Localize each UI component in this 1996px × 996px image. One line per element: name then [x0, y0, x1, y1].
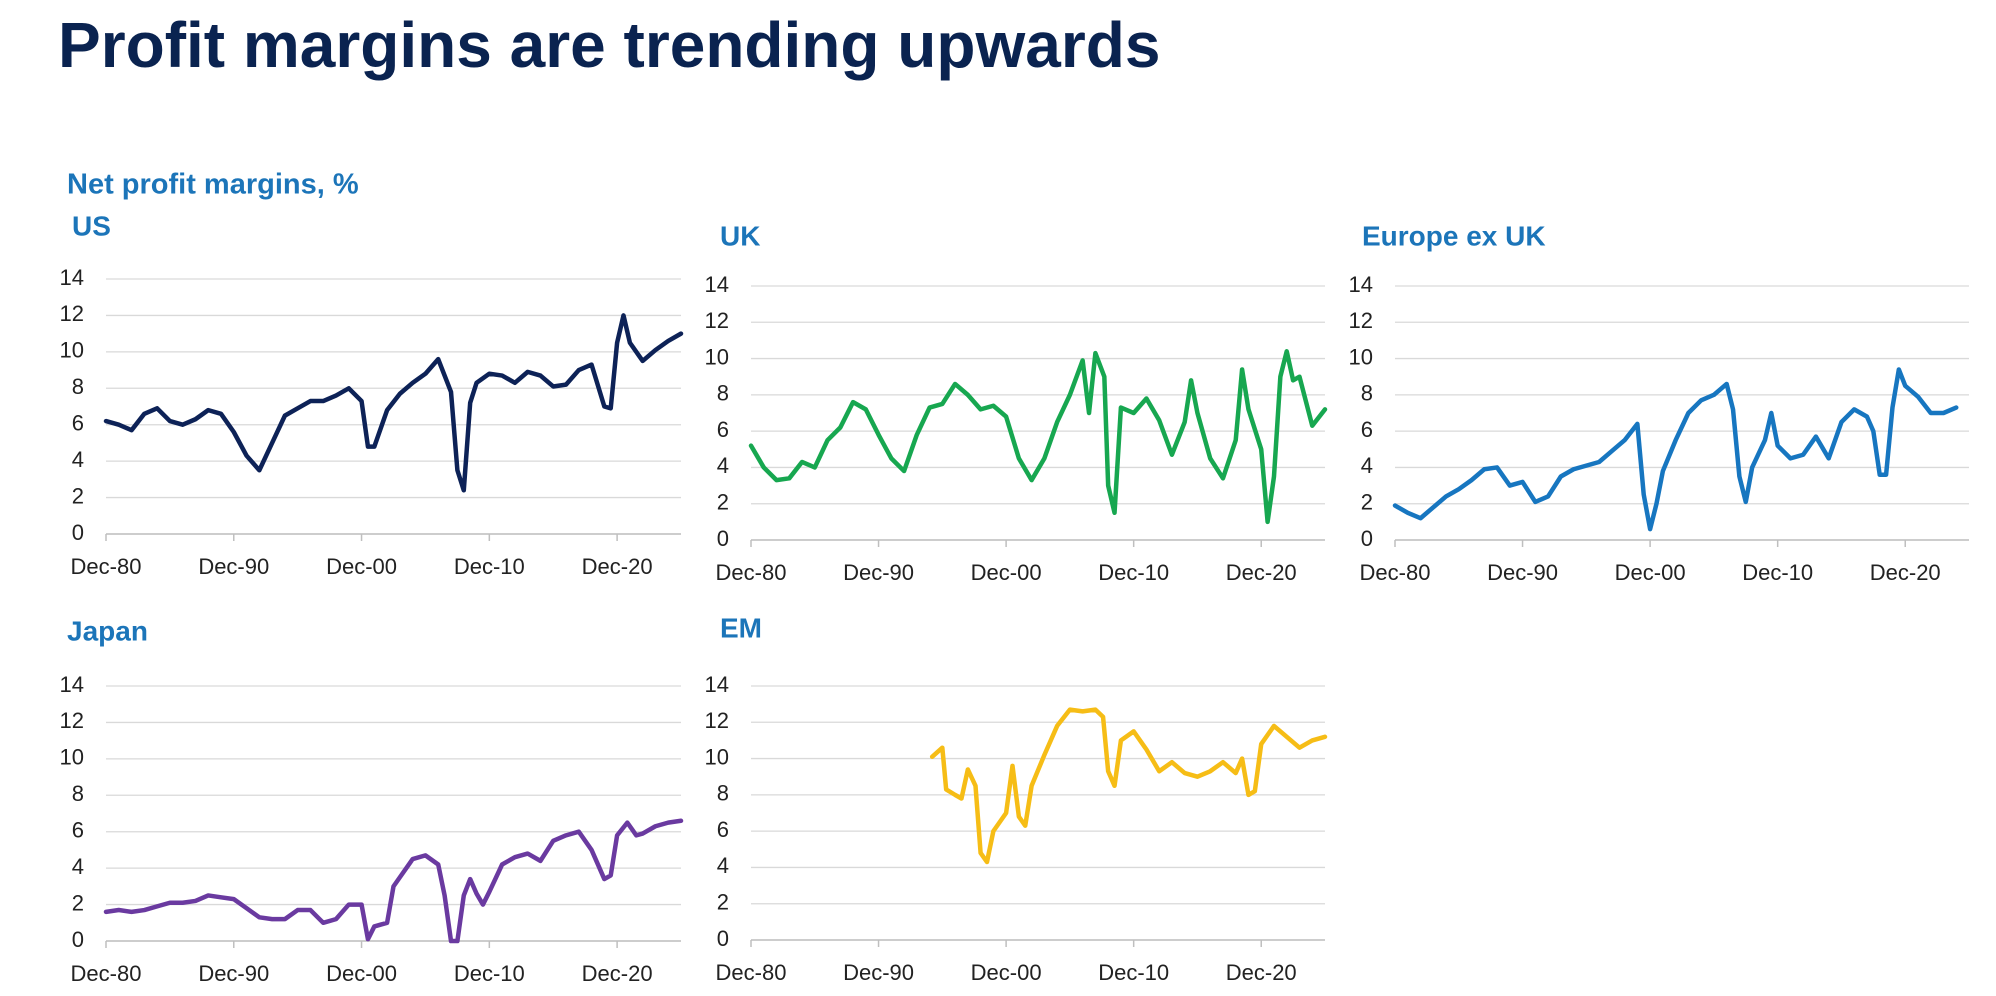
y-tick-label: 14 — [60, 672, 84, 697]
x-tick-label: Dec-80 — [716, 560, 787, 585]
y-tick-label: 10 — [1349, 344, 1373, 369]
chart-title: EM — [720, 612, 762, 643]
y-tick-label: 10 — [705, 344, 729, 369]
line — [103, 818, 684, 944]
x-tick-label: Dec-10 — [454, 961, 525, 986]
line — [1392, 367, 1959, 532]
x-tick-label: Dec-80 — [71, 554, 142, 579]
y-tick-label: 6 — [717, 817, 729, 842]
x-tick-label: Dec-00 — [326, 554, 397, 579]
x-tick-label: Dec-80 — [716, 960, 787, 985]
y-tick-label: 2 — [72, 483, 84, 508]
y-tick-label: 6 — [717, 417, 729, 442]
y-tick-label: 14 — [705, 672, 729, 697]
x-tick-label: Dec-00 — [326, 961, 397, 986]
x-tick-label: Dec-00 — [1615, 560, 1686, 585]
y-tick-label: 6 — [72, 818, 84, 843]
y-tick-label: 2 — [1361, 490, 1373, 515]
y-tick-label: 8 — [72, 374, 84, 399]
y-tick-label: 12 — [1349, 308, 1373, 333]
x-tick-label: Dec-10 — [454, 554, 525, 579]
x-tick-label: Dec-90 — [198, 554, 269, 579]
x-tick-label: Dec-20 — [1226, 960, 1297, 985]
y-tick-label: 8 — [717, 381, 729, 406]
y-tick-label: 0 — [72, 520, 84, 545]
x-tick-label: Dec-90 — [843, 560, 914, 585]
x-tick-label: Dec-80 — [71, 961, 142, 986]
x-tick-label: Dec-10 — [1742, 560, 1813, 585]
y-tick-label: 12 — [705, 308, 729, 333]
x-tick-label: Dec-90 — [843, 960, 914, 985]
y-tick-label: 14 — [60, 265, 84, 290]
x-tick-label: Dec-10 — [1098, 560, 1169, 585]
y-tick-label: 2 — [72, 890, 84, 915]
y-tick-label: 12 — [60, 708, 84, 733]
y-tick-label: 8 — [72, 781, 84, 806]
line — [748, 349, 1328, 525]
y-tick-label: 4 — [72, 854, 84, 879]
line — [103, 313, 684, 493]
chart-title: Japan — [67, 615, 148, 646]
x-tick-label: Dec-90 — [1487, 560, 1558, 585]
y-tick-label: 14 — [705, 272, 729, 297]
y-tick-label: 10 — [60, 338, 84, 363]
chart-title: Europe ex UK — [1362, 220, 1546, 251]
y-tick-label: 0 — [72, 927, 84, 952]
line — [929, 707, 1328, 865]
chart-title: UK — [720, 220, 760, 251]
x-tick-label: Dec-20 — [1226, 560, 1297, 585]
y-tick-label: 14 — [1349, 272, 1373, 297]
y-tick-label: 0 — [1361, 526, 1373, 551]
x-tick-label: Dec-90 — [198, 961, 269, 986]
y-tick-label: 4 — [717, 453, 729, 478]
y-tick-label: 12 — [705, 708, 729, 733]
y-tick-label: 6 — [1361, 417, 1373, 442]
chart-title: US — [72, 210, 111, 241]
y-tick-label: 10 — [705, 744, 729, 769]
page-title: Profit margins are trending upwards — [58, 9, 1160, 81]
y-tick-label: 8 — [1361, 381, 1373, 406]
x-tick-label: Dec-10 — [1098, 960, 1169, 985]
y-tick-label: 4 — [72, 447, 84, 472]
y-tick-label: 4 — [1361, 453, 1373, 478]
x-tick-label: Dec-00 — [971, 960, 1042, 985]
y-tick-label: 2 — [717, 890, 729, 915]
y-tick-label: 4 — [717, 853, 729, 878]
y-tick-label: 0 — [717, 926, 729, 951]
subtitle: Net profit margins, % — [67, 169, 359, 201]
y-tick-label: 0 — [717, 526, 729, 551]
y-tick-label: 8 — [717, 781, 729, 806]
x-tick-label: Dec-20 — [582, 554, 653, 579]
y-tick-label: 2 — [717, 490, 729, 515]
x-tick-label: Dec-80 — [1360, 560, 1431, 585]
y-tick-label: 6 — [72, 411, 84, 436]
y-tick-label: 10 — [60, 745, 84, 770]
x-tick-label: Dec-20 — [1870, 560, 1941, 585]
x-tick-label: Dec-00 — [971, 560, 1042, 585]
x-tick-label: Dec-20 — [582, 961, 653, 986]
y-tick-label: 12 — [60, 301, 84, 326]
